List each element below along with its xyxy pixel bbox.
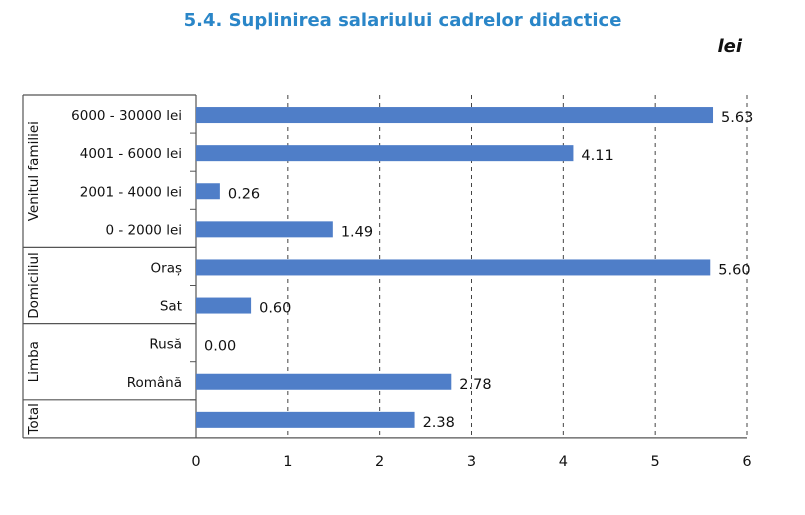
x-tick-label: 2 <box>375 454 384 470</box>
value-label: 0.00 <box>204 339 236 355</box>
category-label: Sat <box>160 299 182 315</box>
bar <box>196 107 714 124</box>
value-label: 0.60 <box>259 301 291 317</box>
group-label: Domiciliul <box>26 252 42 319</box>
category-label: 4001 - 6000 lei <box>80 146 182 162</box>
x-tick-label: 5 <box>651 454 660 470</box>
value-label: 1.49 <box>341 224 373 240</box>
x-tick-label: 3 <box>467 454 476 470</box>
bar <box>196 373 452 390</box>
x-tick-label: 0 <box>191 454 200 470</box>
bar <box>196 145 574 162</box>
unit-label: lei <box>717 36 742 57</box>
value-label: 5.63 <box>721 110 753 126</box>
category-label: 6000 - 30000 lei <box>71 108 182 124</box>
bar <box>196 221 333 238</box>
category-label: Rusă <box>149 337 182 353</box>
group-label: Limba <box>26 341 42 382</box>
x-tick-label: 4 <box>559 454 568 470</box>
category-label: 2001 - 4000 lei <box>80 184 182 200</box>
value-label: 2.38 <box>423 415 455 431</box>
category-label: Oraș <box>151 260 182 276</box>
x-tick-label: 6 <box>742 454 751 470</box>
value-label: 2.78 <box>459 377 491 393</box>
bar <box>196 183 220 200</box>
bar <box>196 259 711 276</box>
bar <box>196 411 415 428</box>
value-label: 5.60 <box>718 262 750 278</box>
x-tick-label: 1 <box>283 454 292 470</box>
category-label: Română <box>127 375 182 391</box>
value-label: 0.26 <box>228 186 260 202</box>
category-label: 0 - 2000 lei <box>106 222 183 238</box>
value-label: 4.11 <box>581 148 613 164</box>
bar <box>196 297 252 314</box>
group-label: Venitul familiei <box>26 121 42 221</box>
chart-title: 5.4. Suplinirea salariului cadrelor dida… <box>183 10 622 31</box>
group-label: Total <box>26 403 42 436</box>
